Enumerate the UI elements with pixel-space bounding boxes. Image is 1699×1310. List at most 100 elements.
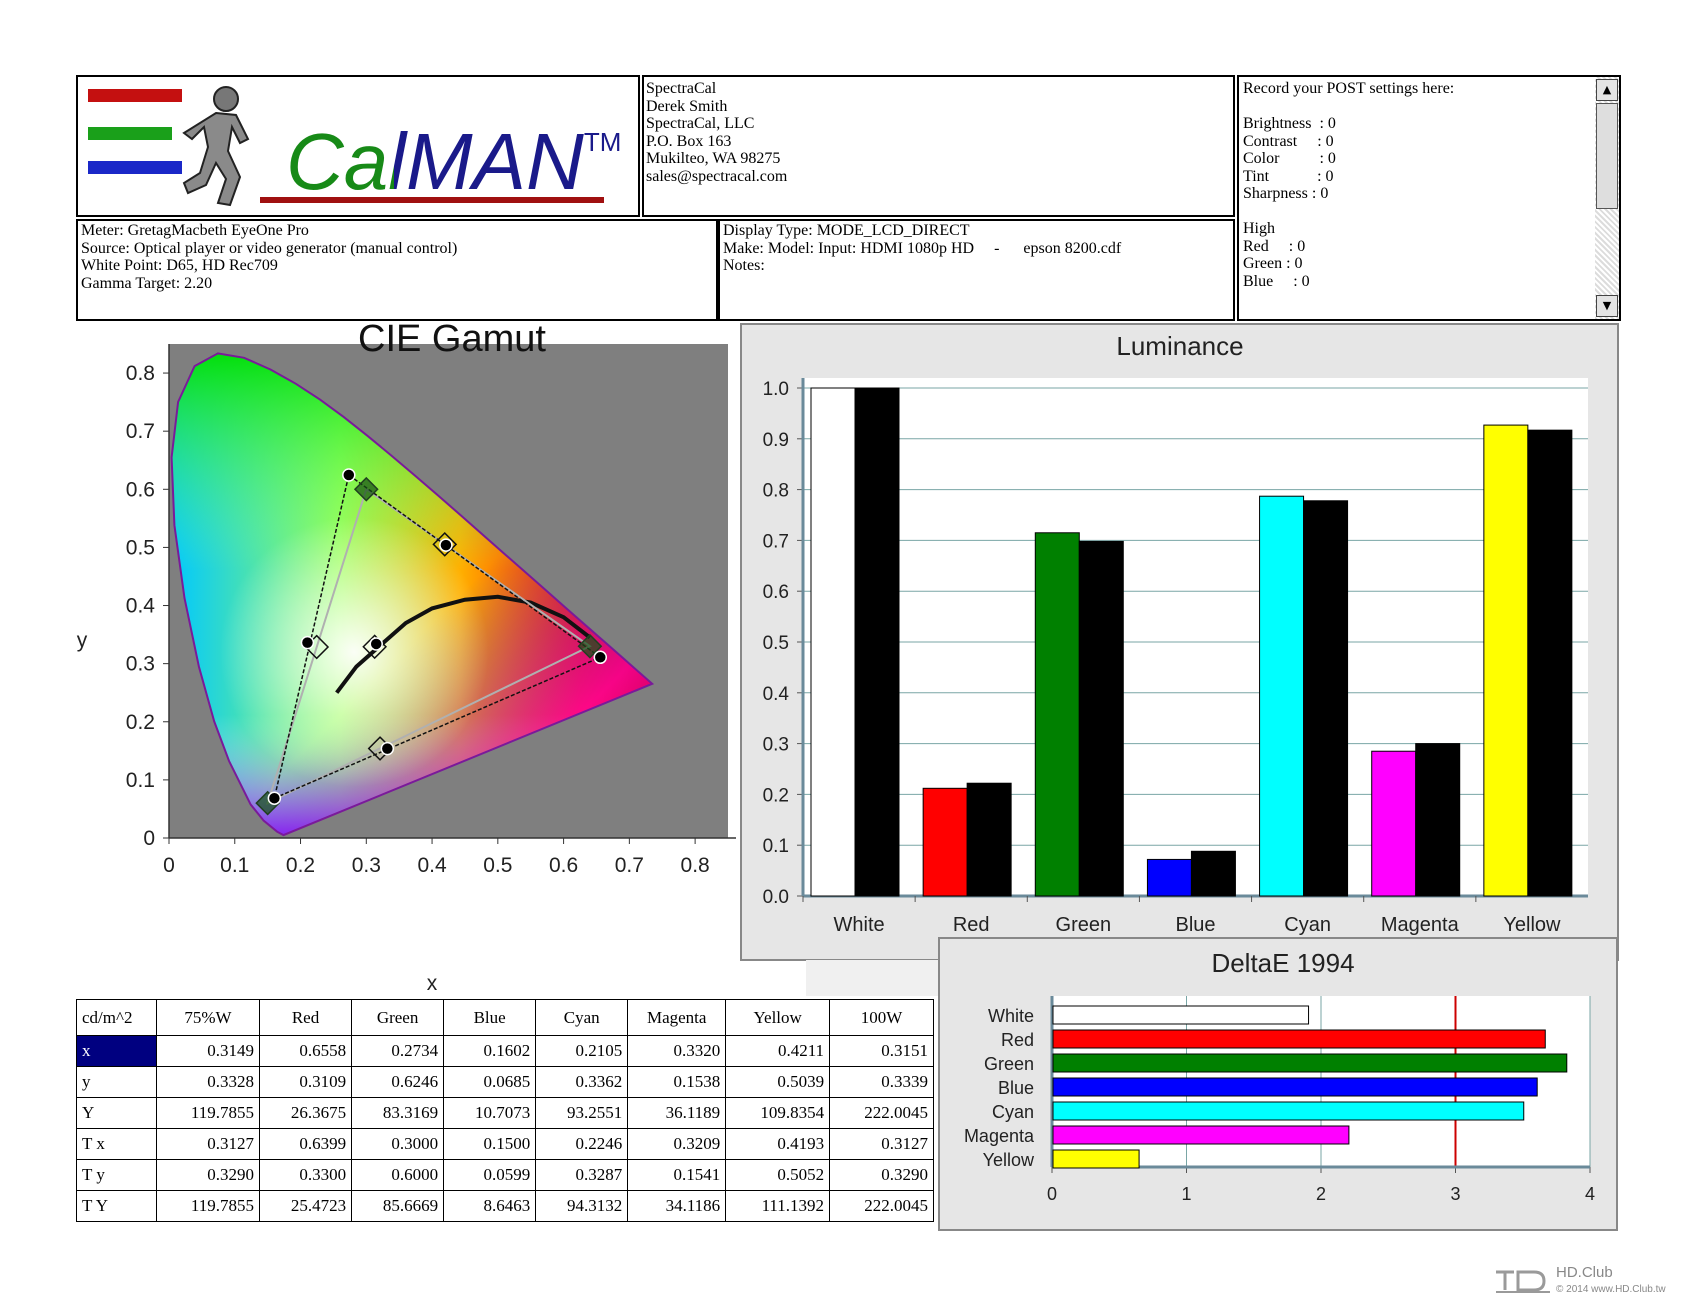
table-cell[interactable]: 0.2105 bbox=[535, 1035, 629, 1067]
table-cell[interactable]: 94.3132 bbox=[535, 1190, 629, 1222]
table-cell[interactable]: 0.4211 bbox=[725, 1035, 831, 1067]
table-cell[interactable]: 0.3209 bbox=[627, 1128, 727, 1160]
table-cell[interactable]: 0.3339 bbox=[829, 1066, 934, 1098]
table-cell[interactable]: 0.3320 bbox=[627, 1035, 727, 1067]
luminance-bar-target-red bbox=[922, 787, 968, 897]
table-cell[interactable]: 25.4723 bbox=[258, 1190, 353, 1222]
table-cell[interactable]: 0.3149 bbox=[156, 1035, 260, 1067]
meter-line-0: Meter: GretagMacbeth EyeOne Pro bbox=[81, 222, 309, 239]
table-cell[interactable]: 0.1602 bbox=[443, 1035, 537, 1067]
table-cell[interactable]: 0.3287 bbox=[535, 1159, 629, 1191]
luminance-ytick-label-2: 0.2 bbox=[763, 785, 789, 806]
table-cell[interactable]: 109.8354 bbox=[725, 1097, 831, 1129]
x-tick-label-0: 0 bbox=[163, 854, 175, 877]
table-cell[interactable]: 0.3151 bbox=[829, 1035, 934, 1067]
x-tick-label-7: 0.7 bbox=[615, 854, 644, 877]
table-cell[interactable]: 222.0045 bbox=[829, 1190, 934, 1222]
table-cell[interactable]: 0.3000 bbox=[351, 1128, 445, 1160]
table-cell[interactable]: 36.1189 bbox=[627, 1097, 727, 1129]
luminance-ytick-label-5: 0.5 bbox=[763, 633, 789, 654]
watermark: HD.Club © 2014 www.HD.Club.tw bbox=[1494, 1262, 1694, 1302]
table-cell[interactable]: 0.3290 bbox=[156, 1159, 260, 1191]
x-tick-label-1: 0.1 bbox=[220, 854, 249, 877]
table-row: T y 0.3290 0.3300 0.6000 0.0599 0.3287 0.1541 0… bbox=[76, 1159, 934, 1191]
measured-point-1 bbox=[342, 468, 356, 482]
table-cell[interactable]: 222.0045 bbox=[829, 1097, 934, 1129]
table-cell[interactable]: 0.3290 bbox=[829, 1159, 934, 1191]
table-cell[interactable]: 0.2246 bbox=[535, 1128, 629, 1160]
table-row-label[interactable]: T y bbox=[76, 1159, 157, 1191]
logo-panel: CalMANTM bbox=[76, 75, 640, 217]
post-line-4: Color : 0 bbox=[1243, 150, 1336, 167]
contact-panel: SpectraCal Derek Smith SpectraCal, LLC P.O.… bbox=[642, 75, 1235, 217]
post-line-10: Green : 0 bbox=[1243, 255, 1303, 272]
table-cell[interactable]: 0.1541 bbox=[627, 1159, 727, 1191]
deltae-ytick-label-green: Green bbox=[984, 1054, 1034, 1074]
table-cell[interactable]: 0.4193 bbox=[725, 1128, 831, 1160]
table-row-label[interactable]: y bbox=[76, 1066, 157, 1098]
display-line-2: Notes: bbox=[723, 257, 765, 274]
y-tick-label-6: 0.6 bbox=[126, 478, 155, 501]
table-cell[interactable]: 26.3675 bbox=[258, 1097, 353, 1129]
table-cell[interactable]: 0.3300 bbox=[258, 1159, 353, 1191]
measured-point-5 bbox=[439, 538, 453, 552]
luminance-xtick-label-magenta: Magenta bbox=[1381, 914, 1460, 936]
deltae-bar-magenta bbox=[1052, 1125, 1350, 1145]
table-column-header: Green bbox=[351, 999, 445, 1036]
contact-line-0: SpectraCal bbox=[646, 80, 717, 97]
scroll-down-button[interactable]: ▼ bbox=[1596, 295, 1618, 317]
table-cell[interactable]: 0.1538 bbox=[627, 1066, 727, 1098]
deltae-xtick-label-2: 2 bbox=[1316, 1184, 1326, 1204]
table-cell[interactable]: 0.6000 bbox=[351, 1159, 445, 1191]
table-cell[interactable]: 0.3127 bbox=[156, 1128, 260, 1160]
display-line-0: Display Type: MODE_LCD_DIRECT bbox=[723, 222, 970, 239]
luminance-bar-measured-magenta bbox=[1415, 743, 1461, 897]
table-cell[interactable]: 0.3127 bbox=[829, 1128, 934, 1160]
table-row-label[interactable]: T Y bbox=[76, 1190, 157, 1222]
table-cell[interactable]: 85.6669 bbox=[351, 1190, 445, 1222]
table-cell[interactable]: 10.7073 bbox=[443, 1097, 537, 1129]
deltae-ytick-label-magenta: Magenta bbox=[964, 1126, 1035, 1146]
post-line-1 bbox=[1243, 98, 1615, 116]
table-cell[interactable]: 0.0599 bbox=[443, 1159, 537, 1191]
deltae-ytick-label-white: White bbox=[988, 1006, 1034, 1026]
table-cell[interactable]: 0.6246 bbox=[351, 1066, 445, 1098]
display-info-panel: Display Type: MODE_LCD_DIRECT Make: Model… bbox=[718, 219, 1235, 321]
x-tick-label-3: 0.3 bbox=[352, 854, 381, 877]
post-settings-lines: Record your POST settings here: Brightne… bbox=[1243, 80, 1615, 290]
table-cell[interactable]: 119.7855 bbox=[156, 1097, 260, 1129]
table-cell[interactable]: 0.6399 bbox=[258, 1128, 353, 1160]
table-cell[interactable]: 111.1392 bbox=[725, 1190, 831, 1222]
scroll-thumb[interactable] bbox=[1596, 103, 1618, 209]
table-row-label[interactable]: Y bbox=[76, 1097, 157, 1129]
table-cell[interactable]: 83.3169 bbox=[351, 1097, 445, 1129]
table-cell[interactable]: 0.3328 bbox=[156, 1066, 260, 1098]
x-tick-label-2: 0.2 bbox=[286, 854, 315, 877]
luminance-bar-target-magenta bbox=[1371, 750, 1417, 897]
table-cell[interactable]: 93.2551 bbox=[535, 1097, 629, 1129]
table-cell[interactable]: 0.1500 bbox=[443, 1128, 537, 1160]
table-cell[interactable]: 0.3109 bbox=[258, 1066, 353, 1098]
scroll-up-button[interactable]: ▲ bbox=[1596, 79, 1618, 101]
logo-stripe-green bbox=[88, 127, 172, 140]
luminance-bar-target-cyan bbox=[1259, 495, 1305, 897]
table-cell[interactable]: 0.5039 bbox=[725, 1066, 831, 1098]
deltae-ytick-label-red: Red bbox=[1001, 1030, 1034, 1050]
table-cell[interactable]: 0.2734 bbox=[351, 1035, 445, 1067]
table-row-label[interactable]: x bbox=[76, 1035, 157, 1067]
table-cell[interactable]: 8.6463 bbox=[443, 1190, 537, 1222]
deltae-bar-white bbox=[1052, 1005, 1310, 1025]
table-cell[interactable]: 0.0685 bbox=[443, 1066, 537, 1098]
logo-stripe-blue bbox=[88, 161, 182, 174]
measured-point-0 bbox=[593, 650, 608, 665]
post-scrollbar[interactable]: ▲ ▼ bbox=[1595, 77, 1619, 319]
table-cell[interactable]: 0.6558 bbox=[258, 1035, 353, 1067]
table-cell[interactable]: 34.1186 bbox=[627, 1190, 727, 1222]
table-cell[interactable]: 0.5052 bbox=[725, 1159, 831, 1191]
cie-gamut-chart: 0 0.1 0.2 0.3 0.4 0.5 0.6 0.7 0.8 0 0.1 0.2 0.3 0.4 0.… bbox=[77, 323, 736, 995]
table-cell[interactable]: 119.7855 bbox=[156, 1190, 260, 1222]
deltae-bar-yellow bbox=[1052, 1149, 1140, 1169]
table-cell[interactable]: 0.3362 bbox=[535, 1066, 629, 1098]
table-row-label[interactable]: T x bbox=[76, 1128, 157, 1160]
luminance-ytick-label-10: 1.0 bbox=[763, 379, 789, 400]
